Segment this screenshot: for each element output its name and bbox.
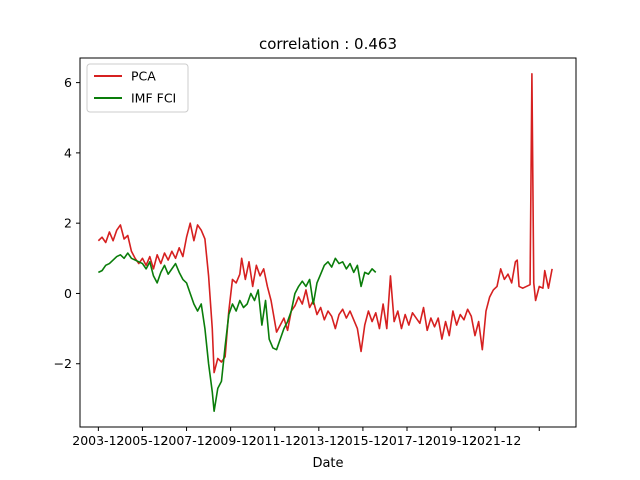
x-tick-label: 2013-12 <box>293 433 345 448</box>
y-tick-label: 6 <box>64 75 72 90</box>
legend-label: PCA <box>131 69 156 84</box>
legend-label: IMF FCI <box>131 91 176 106</box>
plot-frame <box>79 57 577 428</box>
x-tick-label: 2021-12 <box>469 433 521 448</box>
y-tick-label: −2 <box>54 356 72 371</box>
x-tick-label: 2017-12 <box>381 433 433 448</box>
x-tick-label: 2015-12 <box>337 433 389 448</box>
series-line-1 <box>98 252 377 412</box>
x-tick-label: 2019-12 <box>425 433 477 448</box>
y-tick-label: 0 <box>64 286 72 301</box>
x-tick-label: 2011-12 <box>249 433 301 448</box>
x-axis: 2003-122005-122007-122009-122011-122013-… <box>72 427 540 448</box>
plot-series <box>97 73 553 412</box>
x-tick-label: 2005-12 <box>116 433 168 448</box>
x-axis-label: Date <box>312 456 343 471</box>
series-line-0 <box>97 73 553 374</box>
chart-title: correlation : 0.463 <box>259 35 397 53</box>
y-axis: −2 0 2 4 6 <box>54 75 80 371</box>
x-tick-label: 2007-12 <box>160 433 212 448</box>
y-tick-label: 2 <box>64 216 72 231</box>
y-tick-label: 4 <box>64 145 72 160</box>
legend: PCA IMF FCI <box>86 63 189 113</box>
x-tick-label: 2003-12 <box>72 433 124 448</box>
x-tick-label: 2009-12 <box>205 433 257 448</box>
